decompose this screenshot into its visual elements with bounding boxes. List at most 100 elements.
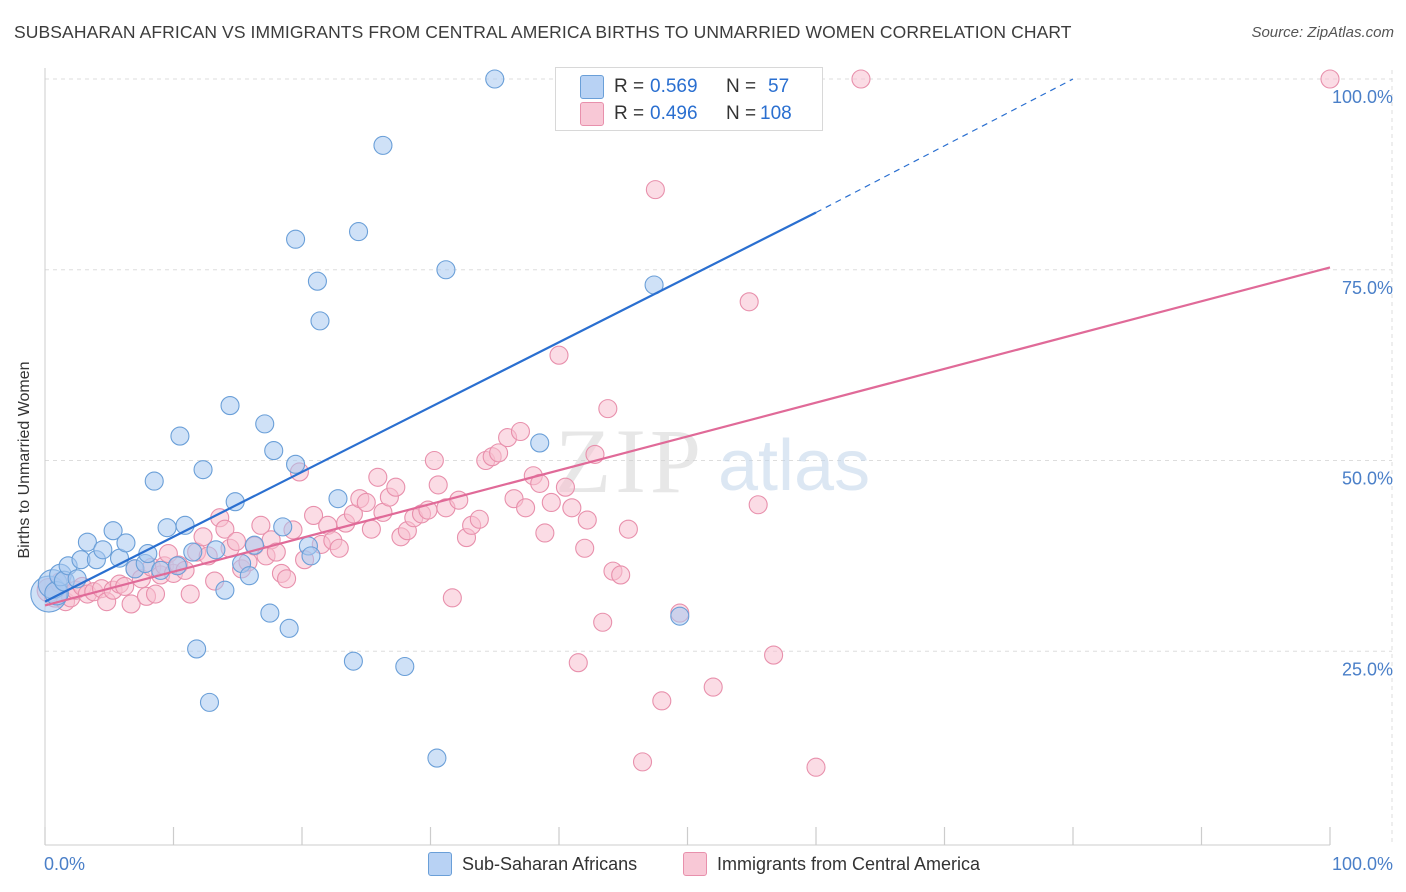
data-point: [1320, 69, 1340, 89]
legend-r-value: 0.569: [650, 76, 698, 97]
data-point: [806, 757, 826, 777]
data-point: [279, 618, 299, 638]
data-point: [199, 692, 220, 712]
x-tick-label: 0.0%: [44, 854, 85, 874]
data-point: [598, 399, 618, 419]
data-point: [277, 569, 297, 589]
data-point: [260, 603, 280, 623]
data-point: [193, 460, 213, 480]
data-point: [220, 396, 240, 416]
data-point: [632, 752, 653, 772]
data-point: [93, 540, 113, 560]
legend-swatch-pink: [683, 852, 707, 876]
legend-r-label: R =: [614, 76, 645, 97]
data-point: [373, 135, 393, 155]
data-point: [266, 542, 286, 562]
data-point: [618, 519, 638, 539]
legend-n-label: N =: [726, 76, 757, 97]
y-axis-label: Births to Unmarried Women: [16, 361, 33, 559]
data-point: [286, 229, 306, 249]
trend-line-blue-extension: [815, 78, 1074, 214]
axes: [44, 68, 1331, 846]
data-point: [329, 538, 349, 558]
legend-row-pink: R = 0.496 N = 108: [556, 100, 792, 128]
data-point: [555, 477, 575, 497]
watermark-zip: ZIP: [555, 410, 705, 512]
data-point: [541, 492, 561, 513]
data-point: [193, 527, 213, 547]
y-tick-label: 25.0%: [1342, 659, 1393, 679]
legend-r-value: 0.496: [650, 103, 698, 124]
data-point: [428, 475, 448, 495]
grid: [45, 70, 1393, 845]
tick-labels: 25.0% 50.0% 75.0% 100.0% 0.0% 100.0%: [44, 87, 1393, 874]
data-point: [215, 519, 235, 539]
data-point: [103, 521, 123, 541]
y-tick-label: 50.0%: [1342, 469, 1393, 489]
legend-swatch-blue: [428, 852, 452, 876]
data-point: [652, 691, 672, 711]
x-tick-label: 100.0%: [1332, 854, 1393, 874]
data-point: [424, 450, 444, 471]
watermark-atlas: atlas: [718, 426, 870, 506]
data-point: [436, 260, 456, 280]
data-point: [310, 311, 330, 331]
data-point: [206, 540, 226, 560]
data-point: [180, 584, 200, 604]
data-point: [145, 584, 166, 604]
data-point: [187, 639, 207, 659]
data-point: [361, 519, 381, 539]
data-point: [568, 653, 588, 673]
legend-top: R = 0.569 N = 57 R = 0.496 N = 108: [555, 67, 823, 131]
data-point: [286, 454, 306, 474]
data-point: [530, 433, 550, 453]
data-point: [549, 345, 569, 365]
data-point: [226, 531, 247, 551]
data-point: [516, 498, 536, 518]
legend-item-sub-saharan: Sub-Saharan Africans: [428, 852, 637, 876]
data-point: [535, 523, 555, 543]
data-point: [77, 532, 97, 552]
data-point: [215, 580, 235, 600]
data-point: [328, 489, 348, 509]
data-point: [577, 510, 597, 530]
data-point: [304, 505, 324, 525]
legend-item-label: Sub-Saharan Africans: [462, 853, 638, 874]
data-point: [264, 441, 284, 461]
chart-title: SUBSAHARAN AFRICAN VS IMMIGRANTS FROM CE…: [14, 22, 1072, 42]
data-point: [469, 509, 489, 529]
legend-bottom: Sub-Saharan Africans Immigrants from Cen…: [0, 852, 1406, 878]
data-point: [386, 477, 406, 497]
data-point: [489, 443, 509, 463]
data-point: [748, 495, 768, 515]
data-point: [356, 492, 376, 513]
data-point: [157, 518, 177, 538]
data-point: [851, 69, 871, 89]
data-point: [301, 546, 321, 566]
trend-line-blue: [44, 211, 817, 603]
data-point: [116, 533, 136, 553]
legend-item-central-america: Immigrants from Central America: [683, 852, 980, 876]
data-point: [764, 645, 784, 665]
y-tick-label: 75.0%: [1342, 278, 1393, 298]
chart-source: Source: ZipAtlas.com: [1251, 24, 1394, 41]
data-point: [121, 594, 141, 614]
trend-lines: [44, 78, 1331, 607]
data-point: [739, 292, 759, 312]
data-point: [273, 517, 293, 537]
data-point: [442, 588, 462, 608]
data-point: [593, 612, 613, 632]
trend-line-pink: [44, 266, 1331, 607]
data-point: [510, 421, 531, 442]
legend-row-blue: R = 0.569 N = 57: [556, 73, 789, 101]
data-point: [343, 651, 363, 671]
legend-r-label: R =: [614, 103, 645, 124]
data-point: [170, 426, 190, 446]
data-point: [251, 515, 271, 535]
legend-n-value: 57: [768, 76, 790, 97]
data-point: [562, 498, 582, 518]
legend-n-label: N =: [726, 103, 757, 124]
data-point: [348, 222, 369, 242]
legend-n-value: 108: [760, 103, 792, 124]
